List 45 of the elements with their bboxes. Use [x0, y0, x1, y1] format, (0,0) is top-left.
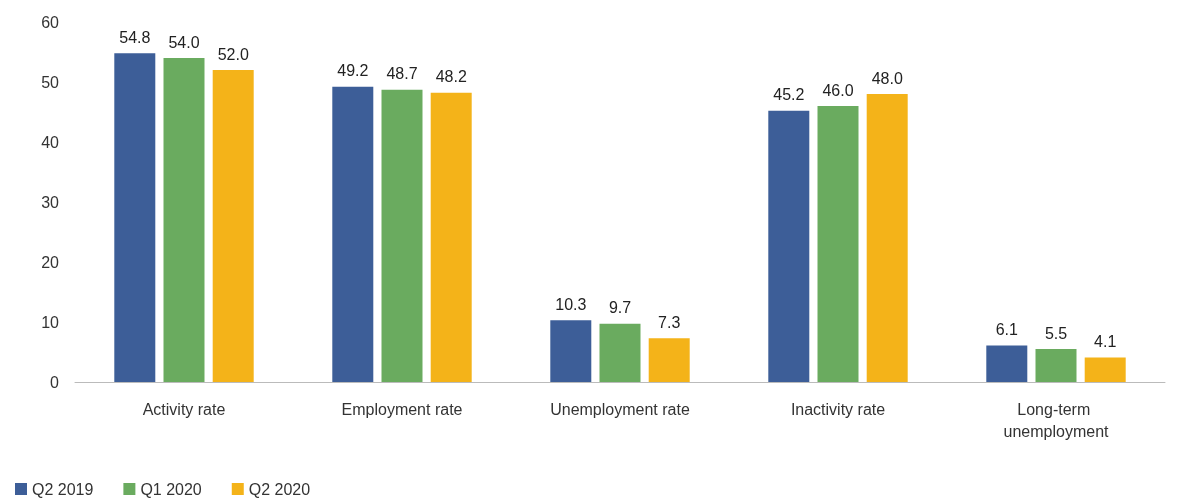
data-label: 49.2	[337, 62, 369, 80]
y-tick-label: 0	[50, 373, 60, 391]
data-label: 48.0	[871, 69, 903, 87]
y-tick-label: 60	[41, 13, 60, 31]
data-label: 7.3	[658, 313, 681, 331]
bar	[768, 110, 810, 382]
data-label: 10.3	[555, 295, 587, 313]
bar	[212, 70, 254, 382]
bar	[163, 58, 205, 382]
legend-label: Q1 2020	[140, 480, 202, 498]
x-tick-label: Inactivity rate	[790, 400, 886, 418]
data-label: 46.0	[822, 81, 854, 99]
bar	[114, 53, 156, 382]
bar	[550, 320, 592, 382]
legend-label: Q2 2020	[248, 480, 311, 498]
y-tick-label: 30	[41, 193, 60, 211]
data-label: 54.0	[168, 33, 200, 51]
bar	[332, 86, 374, 382]
bar	[817, 106, 859, 382]
data-label: 6.1	[995, 320, 1019, 338]
data-label: 9.7	[608, 299, 632, 317]
bar	[1084, 357, 1126, 382]
data-label: 48.2	[435, 68, 467, 86]
data-label: 48.7	[386, 65, 418, 83]
data-label: 45.2	[773, 86, 805, 104]
x-tick-label: Activity rate	[142, 400, 226, 418]
y-tick-label: 50	[41, 73, 60, 91]
bar	[986, 345, 1028, 382]
data-label: 52.0	[217, 45, 249, 63]
data-label: 54.8	[119, 28, 151, 46]
x-tick-label: Unemployment rate	[550, 400, 690, 418]
x-tick-label: Long-term unemployment	[1003, 400, 1110, 440]
bar	[648, 338, 690, 382]
y-tick-label: 40	[41, 133, 60, 151]
bar	[599, 323, 641, 382]
legend-label: Q2 2019	[32, 480, 94, 498]
data-label: 4.1	[1094, 332, 1117, 350]
x-tick-label: Employment rate	[341, 400, 463, 418]
data-label: 5.5	[1044, 324, 1068, 342]
bar	[866, 94, 908, 382]
bar	[1035, 349, 1077, 382]
y-tick-label: 20	[41, 253, 60, 271]
bar	[430, 92, 472, 382]
bar	[381, 89, 423, 382]
y-tick-label: 10	[41, 313, 60, 331]
